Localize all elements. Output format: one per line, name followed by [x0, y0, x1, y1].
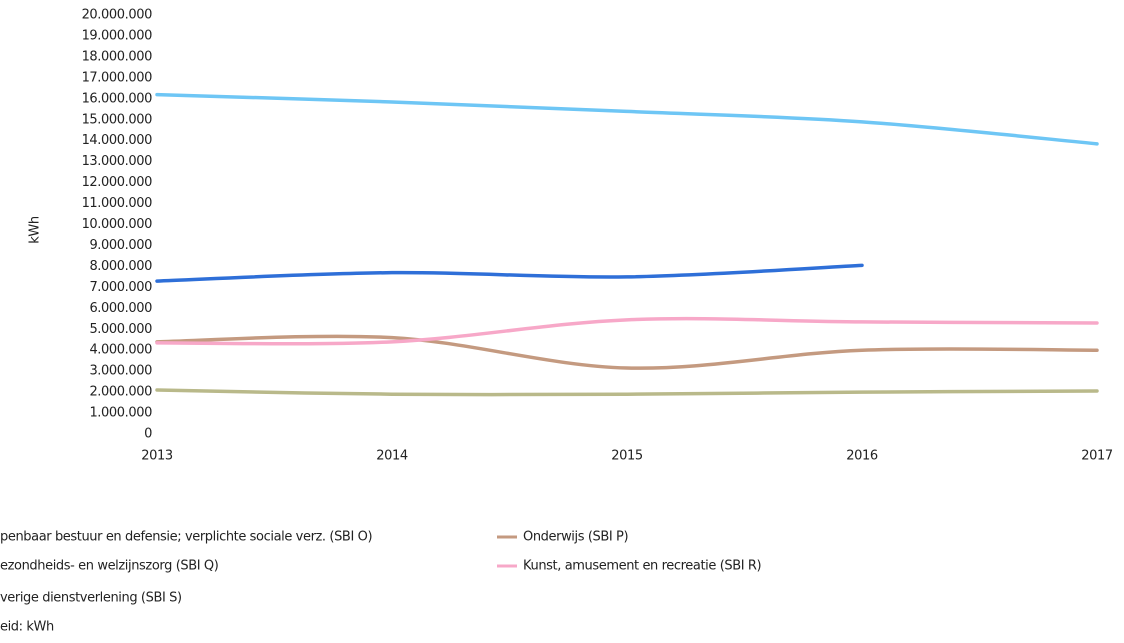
- legend-label: penbaar bestuur en defensie; verplichte …: [0, 530, 372, 545]
- y-tick-label: 6.000.000: [89, 301, 152, 316]
- y-tick-label: 1.000.000: [89, 406, 152, 421]
- y-tick-label: 12.000.000: [82, 175, 153, 190]
- y-tick-label: 4.000.000: [89, 343, 152, 358]
- legend-label: verige dienstverlening (SBI S): [0, 591, 182, 606]
- y-tick-label: 10.000.000: [82, 217, 153, 232]
- y-tick-label: 13.000.000: [82, 154, 153, 169]
- series-line: [155, 263, 864, 283]
- x-tick-label: 2017: [1081, 449, 1113, 464]
- y-tick-label: 2.000.000: [89, 385, 152, 400]
- series-line: [155, 92, 1099, 146]
- y-tick-label: 18.000.000: [82, 49, 153, 64]
- y-axis-label: kWh: [28, 216, 43, 244]
- y-tick-label: 3.000.000: [89, 364, 152, 379]
- y-tick-label: 5.000.000: [89, 322, 152, 337]
- y-tick-label: 19.000.000: [82, 28, 153, 43]
- y-tick-label: 15.000.000: [82, 112, 153, 127]
- legend-label: ezondheids- en welzijnszorg (SBI Q): [0, 559, 218, 574]
- legend-label: Kunst, amusement en recreatie (SBI R): [523, 559, 761, 574]
- y-tick-label: 11.000.000: [82, 196, 153, 211]
- y-tick-label: 0: [144, 427, 152, 442]
- series-line: [155, 388, 1099, 397]
- series-line: [155, 316, 1099, 346]
- y-tick-label: 20.000.000: [82, 8, 153, 23]
- y-tick-label: 9.000.000: [89, 238, 152, 253]
- note: eid: kWh: [0, 620, 54, 635]
- x-tick-label: 2015: [611, 449, 643, 464]
- legend-label: Onderwijs (SBI P): [523, 530, 628, 545]
- y-tick-label: 16.000.000: [82, 91, 153, 106]
- x-tick-label: 2016: [846, 449, 878, 464]
- x-tick-label: 2013: [141, 449, 173, 464]
- y-tick-label: 17.000.000: [82, 70, 153, 85]
- series-line: [155, 334, 1099, 370]
- x-tick-label: 2014: [376, 449, 408, 464]
- y-tick-label: 7.000.000: [89, 280, 152, 295]
- y-tick-label: 14.000.000: [82, 133, 153, 148]
- y-tick-label: 8.000.000: [89, 259, 152, 274]
